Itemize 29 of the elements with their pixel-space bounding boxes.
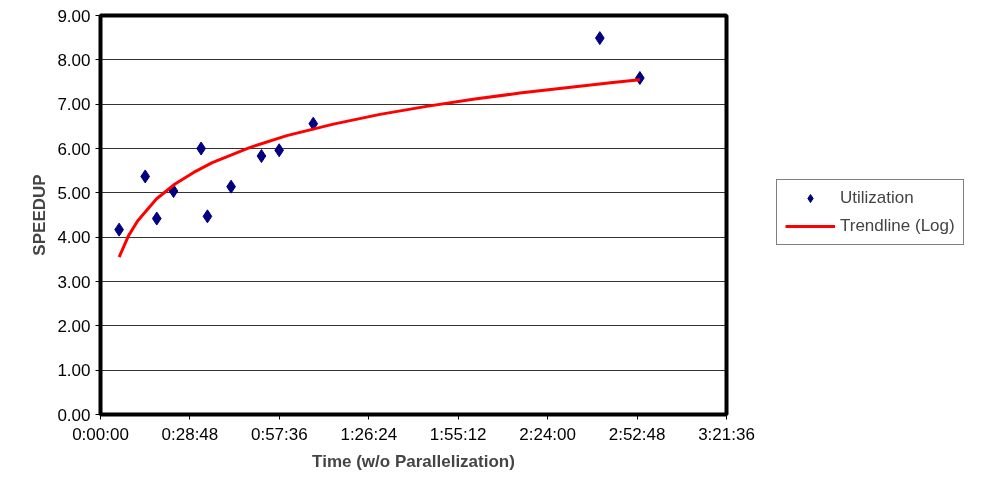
point [140,169,151,184]
point [594,31,605,46]
y-tick-label: 6.00 [57,139,91,159]
x-axis-title: Time (w/o Parallelization) [312,451,515,471]
x-tick-label: 1:26:24 [340,424,398,444]
y-tick-label: 0.00 [57,405,91,425]
point [168,184,179,199]
point [308,116,319,131]
x-tick-label: 0:57:36 [251,424,308,444]
y-tick-label: 4.00 [57,228,91,248]
y-tick-label: 1.00 [57,361,91,381]
y-axis-title: SPEEDUP [30,174,50,256]
legend-label: Trendline (Log) [840,216,955,236]
y-tick-label: 8.00 [57,50,91,70]
x-tick-label: 1:55:12 [429,424,487,444]
x-tick-label: 0:00:00 [72,424,129,444]
point [256,149,267,164]
x-tick-label: 3:21:36 [698,424,755,444]
point [202,209,213,224]
legend-label: Utilization [840,188,914,208]
x-tick-label: 2:52:48 [608,424,666,444]
y-tick-label: 5.00 [57,183,91,203]
x-tick-label: 2:24:00 [519,424,577,444]
y-tick-label: 3.00 [57,272,91,292]
y-tick-label: 2.00 [57,316,91,336]
x-tick-label: 0:28:48 [161,424,219,444]
y-tick-label: 7.00 [57,95,91,115]
y-tick-label: 9.00 [57,6,91,26]
point [151,211,162,226]
